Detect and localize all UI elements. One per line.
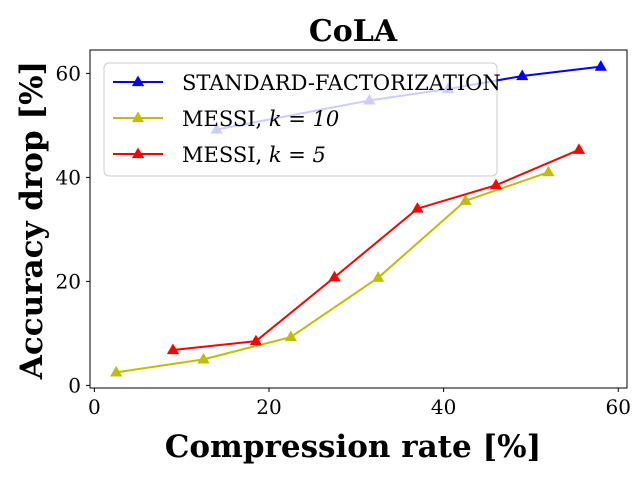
legend-entry: STANDARD-FACTORIZATION bbox=[113, 71, 501, 95]
data-point bbox=[166, 343, 180, 355]
y-tick-label: 40 bbox=[56, 165, 81, 189]
series-1 bbox=[110, 165, 555, 377]
legend-label: STANDARD-FACTORIZATION bbox=[182, 71, 501, 95]
data-point bbox=[459, 194, 472, 205]
x-tick-label: 0 bbox=[88, 395, 101, 419]
data-point bbox=[284, 330, 297, 342]
legend-box bbox=[103, 62, 498, 177]
data-point bbox=[594, 60, 607, 71]
legend-label: MESSI, k = 10 bbox=[182, 107, 339, 131]
data-point bbox=[328, 270, 341, 282]
chart-title: CoLA bbox=[309, 14, 398, 49]
series-2 bbox=[166, 143, 586, 355]
x-axis-label: Compression rate [%] bbox=[165, 429, 542, 465]
x-tick-label: 20 bbox=[256, 395, 281, 419]
data-point bbox=[489, 178, 503, 190]
legend-label-text: MESSI, bbox=[182, 143, 269, 167]
legend-label-math: k = 10 bbox=[269, 107, 339, 131]
data-point bbox=[197, 352, 210, 364]
y-tick-label: 20 bbox=[56, 269, 81, 293]
legend-entry: MESSI, k = 5 bbox=[113, 143, 326, 167]
legend-label: MESSI, k = 5 bbox=[182, 143, 326, 167]
data-point bbox=[572, 143, 586, 154]
x-tick-label: 40 bbox=[431, 395, 456, 419]
legend-label-text: MESSI, bbox=[182, 107, 269, 131]
legend-marker bbox=[131, 75, 145, 87]
series-line bbox=[116, 171, 549, 374]
data-point bbox=[516, 69, 529, 81]
tick-group: 0 20 40 60 0 20 40 60 bbox=[56, 61, 631, 419]
x-tick-label: 60 bbox=[606, 395, 631, 419]
series-line bbox=[172, 148, 580, 352]
data-point bbox=[542, 165, 555, 177]
data-point bbox=[249, 334, 262, 346]
plot-frame bbox=[89, 49, 628, 389]
legend-marker bbox=[131, 111, 145, 123]
data-point bbox=[372, 271, 385, 282]
legend-label-math: k = 5 bbox=[269, 143, 326, 167]
y-axis-label: Accuracy drop [%] bbox=[14, 61, 50, 380]
data-point bbox=[411, 202, 424, 213]
data-point bbox=[110, 365, 123, 377]
legend-entry: MESSI, k = 10 bbox=[113, 107, 339, 131]
legend-marker bbox=[131, 147, 145, 159]
y-tick-label: 0 bbox=[68, 373, 81, 397]
y-tick-label: 60 bbox=[56, 61, 81, 85]
